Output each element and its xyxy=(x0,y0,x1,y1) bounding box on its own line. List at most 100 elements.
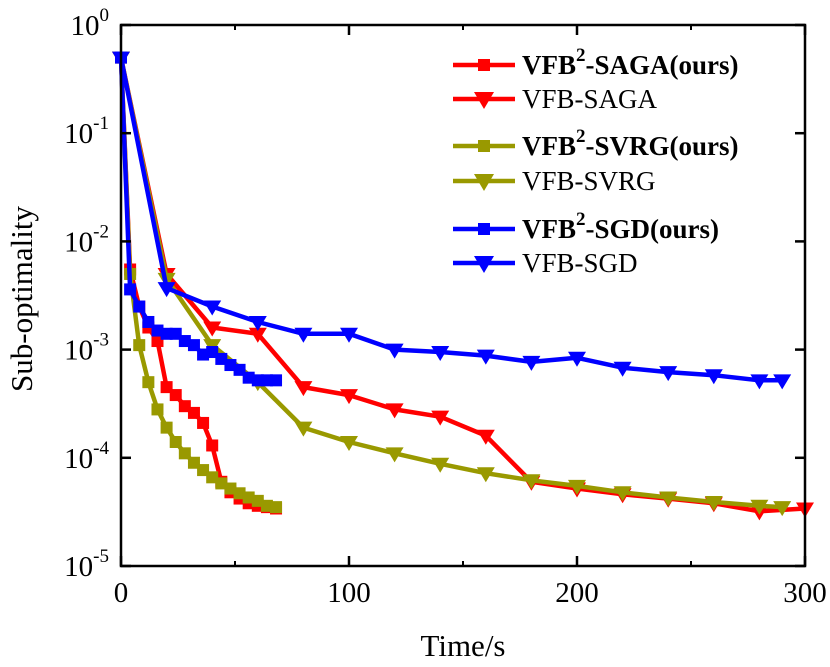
data-point xyxy=(431,410,450,426)
data-point xyxy=(294,327,313,343)
data-point xyxy=(522,355,541,371)
data-point xyxy=(242,371,255,384)
data-point xyxy=(476,349,495,365)
data-point xyxy=(187,456,200,469)
data-point xyxy=(294,381,313,397)
data-point xyxy=(568,479,586,495)
data-point xyxy=(294,421,313,437)
legend-label: VFB-SAGA xyxy=(522,84,658,114)
legend: VFB2-SAGA(ours) VFB-SAGA VFB2-SVRG(ours) VF… xyxy=(453,45,739,278)
data-point xyxy=(169,435,182,448)
data-point xyxy=(270,501,283,514)
data-point xyxy=(187,406,200,419)
y-tick-label: 10-1 xyxy=(64,113,109,150)
data-point xyxy=(215,352,228,365)
plot-area xyxy=(121,25,805,566)
data-point xyxy=(197,348,210,361)
data-point xyxy=(750,499,769,515)
data-point xyxy=(248,327,267,343)
series-line xyxy=(118,57,783,383)
data-point xyxy=(248,315,267,331)
data-point xyxy=(476,429,495,445)
data-point xyxy=(242,491,255,504)
legend-marker xyxy=(474,92,494,109)
tick-labels: 0 100 200 300 100 10-1 10-2 10-3 10-4 10-5 xyxy=(64,5,827,609)
legend-marker xyxy=(478,59,490,71)
data-point xyxy=(197,464,210,477)
legend-entry: VFB-SVRG xyxy=(453,166,656,196)
data-point xyxy=(233,487,246,500)
data-point xyxy=(260,499,273,512)
data-point xyxy=(251,374,264,387)
data-point xyxy=(385,447,404,463)
data-point xyxy=(142,315,155,328)
legend-marker xyxy=(474,174,494,191)
data-point xyxy=(431,457,450,473)
legend-marker xyxy=(478,223,490,235)
legend-marker xyxy=(478,140,490,152)
plot-background xyxy=(121,25,805,566)
data-point xyxy=(178,335,191,348)
x-tick-label: 0 xyxy=(114,577,129,609)
data-point xyxy=(613,486,632,502)
data-point xyxy=(160,327,173,340)
data-point xyxy=(385,343,404,359)
legend-label: VFB-SVRG xyxy=(522,166,656,196)
data-point xyxy=(197,416,210,429)
data-point xyxy=(160,381,173,394)
data-point xyxy=(251,494,264,507)
x-tick-label: 300 xyxy=(783,577,827,609)
data-point xyxy=(151,324,164,337)
data-point xyxy=(169,327,182,340)
data-point xyxy=(203,300,222,316)
legend-label: VFB-SGD xyxy=(522,248,638,278)
data-point xyxy=(142,376,155,389)
y-tick-label: 10-2 xyxy=(64,221,109,258)
legend-label: VFB2-SAGA(ours) xyxy=(522,45,739,80)
data-point xyxy=(704,369,723,385)
data-point xyxy=(233,363,246,376)
data-point xyxy=(224,359,237,372)
data-point xyxy=(178,400,191,413)
y-axis-title: Sub-optimality xyxy=(4,206,39,393)
data-point xyxy=(340,327,358,343)
data-point xyxy=(340,435,358,451)
x-tick-label: 200 xyxy=(555,577,599,609)
x-tick-label: 100 xyxy=(327,577,371,609)
data-point xyxy=(187,339,200,352)
y-tick-label: 10-3 xyxy=(64,330,109,367)
x-axis-title: Time/s xyxy=(420,628,505,663)
data-point xyxy=(659,491,678,507)
legend-entry: VFB-SAGA xyxy=(453,84,658,114)
data-point xyxy=(133,300,146,313)
data-point xyxy=(224,482,237,495)
data-point xyxy=(206,346,219,359)
data-point xyxy=(750,374,769,390)
legend-entry: VFB2-SGD(ours) xyxy=(453,209,719,244)
data-point xyxy=(178,447,191,460)
data-point xyxy=(206,471,219,484)
legend-entry: VFB2-SAGA(ours) xyxy=(453,45,739,80)
legend-label: VFB2-SGD(ours) xyxy=(522,209,719,244)
data-point xyxy=(431,346,450,362)
data-point xyxy=(260,374,273,387)
data-point xyxy=(613,361,632,377)
legend-label: VFB2-SVRG(ours) xyxy=(522,126,739,161)
data-point xyxy=(568,351,586,367)
data-point xyxy=(151,335,164,348)
legend-marker xyxy=(474,256,494,273)
data-point xyxy=(215,477,228,490)
data-point xyxy=(704,496,723,512)
data-point xyxy=(773,374,792,390)
data-point xyxy=(203,321,222,337)
y-tick-label: 100 xyxy=(71,5,110,42)
data-point xyxy=(151,403,164,416)
data-point xyxy=(160,421,173,434)
data-point xyxy=(385,403,404,419)
data-point xyxy=(522,474,541,490)
data-point xyxy=(270,374,283,387)
legend-entry: VFB-SGD xyxy=(453,248,638,278)
data-point xyxy=(206,439,219,452)
data-point xyxy=(659,366,678,382)
